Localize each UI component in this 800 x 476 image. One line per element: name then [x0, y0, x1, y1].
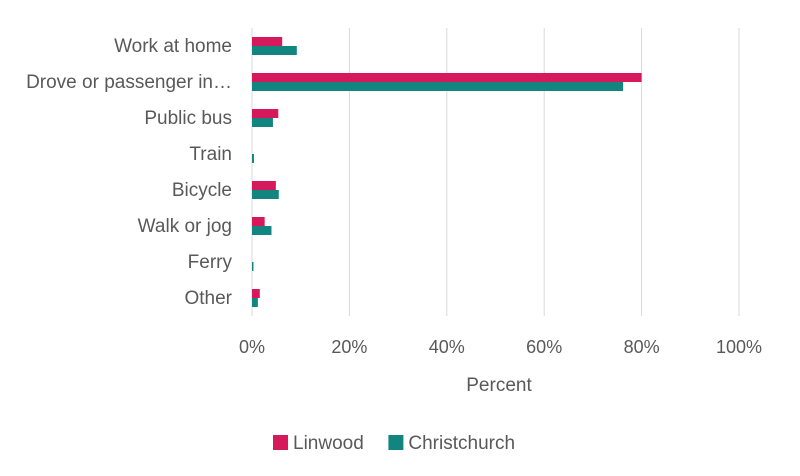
x-tick-labels: 0% 20% 40% 60% 80% 100% [239, 337, 762, 357]
category-label: Other [184, 288, 232, 309]
bar-christchurch [252, 262, 254, 271]
bar-christchurch [252, 226, 272, 235]
x-tick-label: 80% [624, 337, 660, 357]
category-label: Ferry [188, 252, 233, 273]
category-label: Work at home [114, 36, 232, 57]
category-label: Walk or jog [138, 216, 232, 237]
x-tick-label: 0% [239, 337, 265, 357]
bar-christchurch [252, 82, 624, 91]
category-label: Public bus [144, 108, 232, 129]
category-label: Drove or passenger in… [26, 72, 232, 93]
bar-christchurch [252, 118, 273, 127]
bar-linwood [252, 181, 276, 190]
legend-label: Christchurch [408, 433, 515, 454]
category-labels: Work at home Drove or passenger in… Public… [26, 36, 233, 309]
bar-linwood [252, 109, 279, 118]
bar-christchurch [252, 190, 279, 199]
x-tick-label: 60% [526, 337, 562, 357]
bar-linwood [252, 217, 265, 226]
bar-christchurch [252, 154, 254, 163]
bar-linwood [252, 289, 260, 298]
bar-linwood [252, 37, 283, 46]
bar-linwood [252, 73, 642, 82]
x-tick-label: 100% [716, 337, 762, 357]
legend-swatch [273, 435, 288, 450]
x-tick-label: 40% [429, 337, 465, 357]
category-label: Bicycle [172, 180, 232, 201]
legend-label: Linwood [293, 433, 364, 454]
x-tick-label: 20% [331, 337, 367, 357]
category-label: Train [189, 144, 232, 165]
gridlines [348, 28, 740, 316]
legend-swatch [388, 435, 404, 450]
x-axis-title: Percent [466, 375, 532, 396]
bar-christchurch [252, 298, 258, 307]
bars [252, 37, 642, 307]
legend: Linwood Christchurch [273, 433, 515, 454]
bar-christchurch [252, 46, 297, 55]
